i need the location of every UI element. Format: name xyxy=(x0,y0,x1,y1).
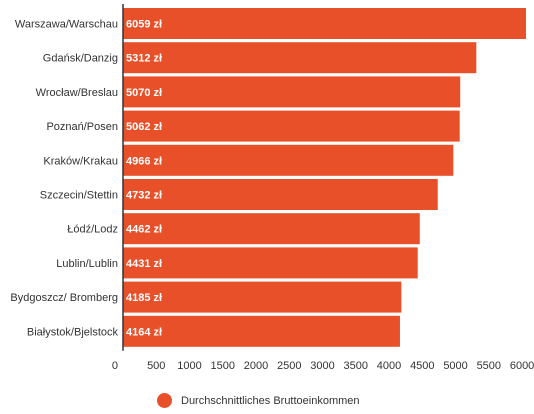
x-tick-label: 1000 xyxy=(177,360,201,372)
x-tick-label: 4500 xyxy=(410,360,434,372)
bar xyxy=(123,213,420,245)
bar xyxy=(123,179,438,210)
category-label: Lublin/Lublin xyxy=(56,258,118,270)
x-tick-label: 2500 xyxy=(277,360,301,372)
bars-group xyxy=(123,8,526,347)
x-tick-label: 6000 xyxy=(510,360,534,372)
value-label: 4164 zł xyxy=(126,326,162,338)
value-label: 4462 zł xyxy=(126,224,162,236)
value-label: 4185 zł xyxy=(126,292,162,304)
value-label: 6059 zł xyxy=(126,19,162,31)
x-tick-label: 0 xyxy=(112,360,118,372)
value-label: 5062 zł xyxy=(126,121,162,133)
category-label: Bydgoszcz/ Bromberg xyxy=(10,292,118,304)
category-label: Poznań/Posen xyxy=(46,121,118,133)
legend-label: Durchschnittliches Bruttoeinkommen xyxy=(181,394,360,407)
value-labels-group: 6059 zł 5312 zł 5070 zł 5062 zł 4966 zł 4732 … xyxy=(126,19,162,339)
value-label: 4732 zł xyxy=(126,190,162,202)
x-tick-label: 5500 xyxy=(477,360,501,372)
bar xyxy=(123,315,400,347)
category-label: Kraków/Krakau xyxy=(43,155,118,167)
legend: Durchschnittliches Bruttoeinkommen xyxy=(157,393,360,408)
category-label: Szczecin/Stettin xyxy=(40,190,118,202)
x-tick-label: 4000 xyxy=(377,360,401,372)
category-label: Łódź/Lodz xyxy=(67,224,118,236)
category-label: Warszawa/Warschau xyxy=(15,19,118,31)
x-axis-ticks-group: 0 500 1000 1500 2000 2500 3000 3500 4000 4500 5000… xyxy=(112,360,534,372)
bar xyxy=(123,42,477,74)
category-labels-group: Warszawa/Warschau Gdańsk/Danzig Wrocław/Br… xyxy=(10,19,118,339)
bar xyxy=(123,110,460,142)
bar xyxy=(123,76,461,108)
x-tick-label: 2000 xyxy=(244,360,268,372)
x-tick-label: 5000 xyxy=(443,360,467,372)
value-label: 4966 zł xyxy=(126,155,162,167)
bar xyxy=(123,144,454,176)
x-tick-label: 3000 xyxy=(310,360,334,372)
category-label: Wrocław/Breslau xyxy=(36,87,118,99)
value-label: 5312 zł xyxy=(126,53,162,65)
value-label: 5070 zł xyxy=(126,87,162,99)
bar xyxy=(123,281,402,313)
bar xyxy=(123,247,418,279)
category-label: Gdańsk/Danzig xyxy=(43,53,118,65)
value-label: 4431 zł xyxy=(126,258,162,270)
x-tick-label: 3500 xyxy=(344,360,368,372)
x-tick-label: 500 xyxy=(147,360,165,372)
category-label: Białystok/Bjelstock xyxy=(27,326,119,338)
legend-swatch xyxy=(157,393,172,408)
x-tick-label: 1500 xyxy=(211,360,235,372)
bar xyxy=(123,8,526,39)
